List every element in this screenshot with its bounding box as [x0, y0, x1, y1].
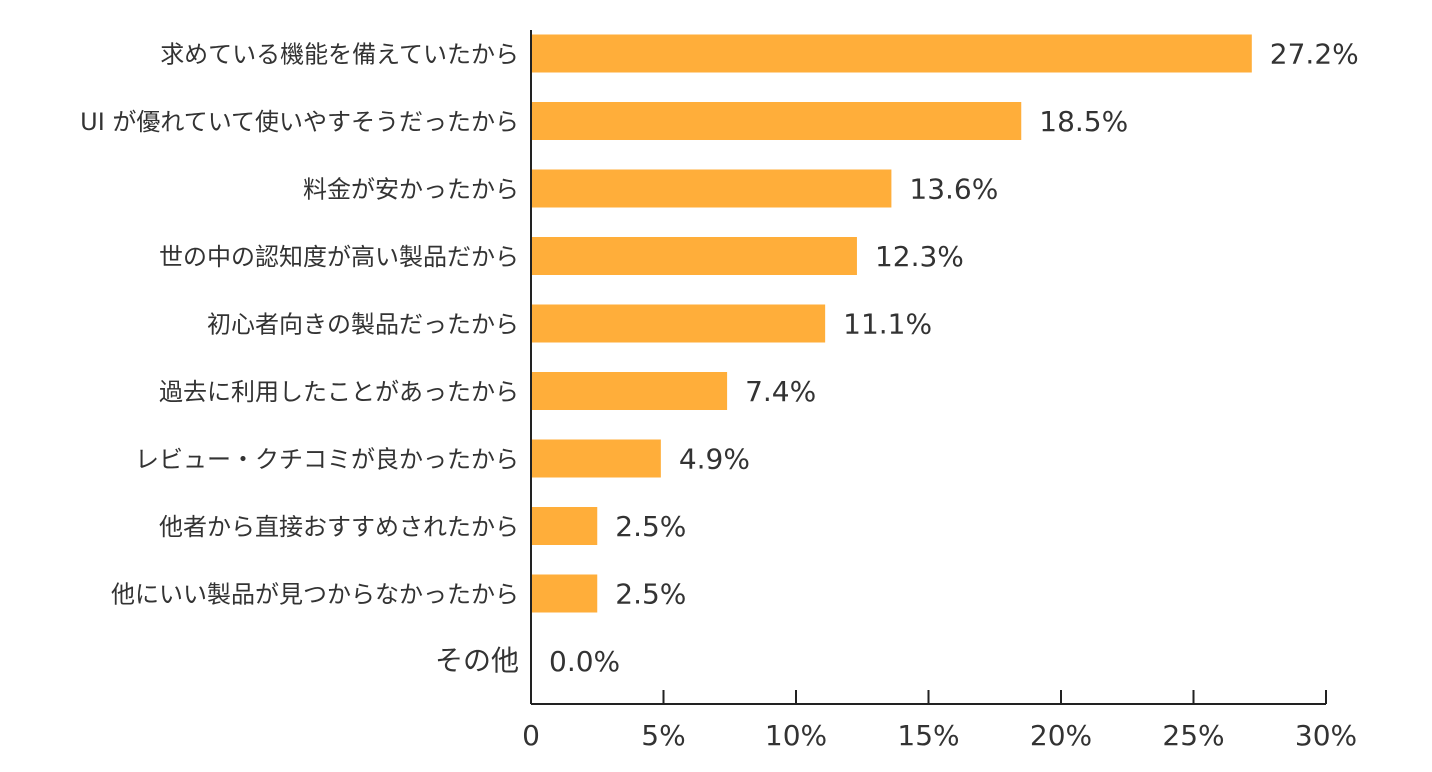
- bar-3: [532, 237, 857, 275]
- category-label-8: 他にいい製品が見つからなかったから: [111, 581, 519, 609]
- value-label-7: 2.5%: [615, 510, 686, 543]
- x-tick-label-6: 30%: [1295, 719, 1357, 752]
- x-tick-label-4: 20%: [1030, 719, 1092, 752]
- x-tick-label-3: 15%: [897, 719, 959, 752]
- bars-layer: [532, 34, 1252, 613]
- axis-layer: [530, 30, 1327, 705]
- value-label-0: 27.2%: [1270, 38, 1359, 71]
- category-label-2: 料金が安かったから: [303, 176, 519, 204]
- bar-1: [532, 102, 1022, 140]
- bar-0: [532, 34, 1252, 73]
- category-label-5: 過去に利用したことがあったから: [159, 378, 519, 406]
- bar-4: [532, 304, 826, 343]
- value-label-8: 2.5%: [615, 578, 686, 611]
- category-label-7: 他者から直接おすすめされたから: [159, 513, 519, 541]
- bar-7: [532, 507, 598, 545]
- value-label-2: 13.6%: [909, 173, 998, 206]
- category-label-0: 求めている機能を備えていたから: [160, 41, 519, 69]
- x-tick-label-2: 10%: [765, 719, 827, 752]
- x-tick-label-0: 0: [522, 719, 540, 752]
- value-label-6: 4.9%: [679, 443, 750, 476]
- bar-5: [532, 372, 728, 410]
- x-tick-label-5: 25%: [1162, 719, 1224, 752]
- value-label-3: 12.3%: [875, 240, 964, 273]
- value-label-4: 11.1%: [843, 308, 932, 341]
- value-label-9: 0.0%: [549, 645, 620, 678]
- x-tick-label-1: 5%: [641, 719, 685, 752]
- value-label-5: 7.4%: [745, 375, 816, 408]
- category-label-4: 初心者向きの製品だったから: [207, 311, 519, 339]
- tick-labels: 0 5% 10% 15% 20% 25% 30%: [522, 719, 1357, 752]
- category-label-9: その他: [435, 644, 519, 677]
- category-label-1: UI が優れていて使いやすそうだったから: [80, 108, 519, 136]
- category-labels: 求めている機能を備えていたから UI が優れていて使いやすそうだったから料金が安か…: [80, 41, 519, 678]
- category-label-3: 世の中の認知度が高い製品だから: [159, 243, 519, 271]
- value-labels: 27.2% 18.5% 13.6% 12.3% 11.1% 7.4% 4.9% 2.5% 2.5…: [549, 38, 1359, 679]
- value-label-1: 18.5%: [1039, 105, 1128, 138]
- category-label-6: レビュー・クチコミが良かったから: [135, 446, 519, 474]
- bar-8: [532, 574, 598, 613]
- bar-2: [532, 169, 892, 208]
- bar-6: [532, 439, 661, 478]
